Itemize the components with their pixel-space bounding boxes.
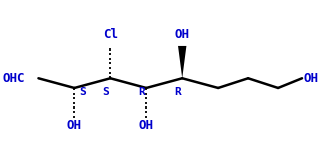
Text: R: R <box>138 87 145 97</box>
Text: S: S <box>79 87 86 97</box>
Text: OH: OH <box>139 119 154 132</box>
Text: OH: OH <box>67 119 82 132</box>
Text: OH: OH <box>175 28 190 41</box>
Text: Cl: Cl <box>103 28 118 41</box>
Text: S: S <box>102 87 109 97</box>
Text: R: R <box>174 87 181 97</box>
Text: OHC: OHC <box>3 72 25 85</box>
Text: OH: OH <box>304 72 318 85</box>
Polygon shape <box>178 46 187 78</box>
